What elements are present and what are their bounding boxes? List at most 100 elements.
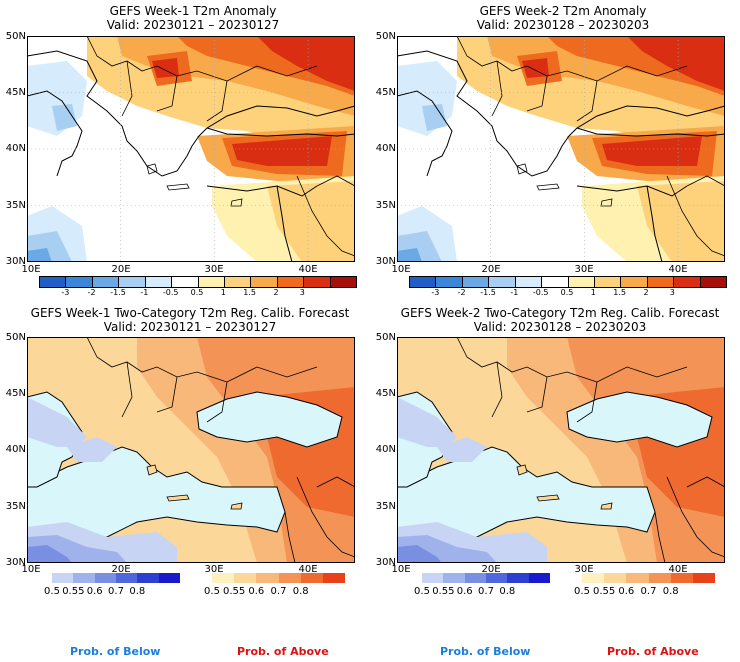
colorbar-swatch [593,277,621,287]
colorbar-swatch [115,573,138,583]
x-tick: 10E [21,264,41,275]
colorbar-label: 0.5 [574,586,590,597]
black-sea [566,391,713,448]
colorbar-swatch [94,573,116,583]
colorbar-label: 3 [299,288,305,297]
colorbar-swatch [528,573,550,583]
colorbar-label: 0.8 [499,586,516,597]
y-tick: 45N [5,87,26,98]
panel4-map [397,337,725,563]
x-tick: 40E [298,264,318,275]
y-tick: 35N [375,501,396,512]
colorbar-swatch [171,277,198,287]
colorbar-label: -2 [457,288,466,297]
y-tick: 30N [375,557,396,568]
panel1-map [27,36,355,262]
prob-below-colorbar [52,573,180,583]
panel2-map [397,36,725,262]
colorbar-swatch [620,277,647,287]
colorbar-label: 1 [220,288,226,297]
panel2-title: GEFS Week-2 T2m Anomaly [479,4,647,18]
y-tick: 40N [375,444,396,455]
colorbar-swatch [582,573,605,583]
colorbar-swatch [507,573,529,583]
colorbar-label: 0.7 [108,586,124,597]
colorbar-label: 0.55 [223,586,246,597]
x-tick: 10E [21,564,41,575]
black-sea [196,391,343,448]
y-tick: 30N [375,256,396,267]
colorbar-label: 0.7 [478,586,494,597]
prob-above-legend: Prob. of Above [237,645,329,658]
colorbar-swatch [461,277,489,287]
x-tick: 40E [298,564,318,575]
colorbar-label: 0.7 [270,586,287,597]
colorbar-swatch [673,277,700,287]
panel1-title: GEFS Week-1 T2m Anomaly [109,4,277,18]
colorbar-swatch [212,573,235,583]
colorbar-label: 0.6 [456,586,473,597]
colorbar-label: 0.5 [560,288,574,297]
y-tick: 40N [5,444,26,455]
y-tick: 40N [5,143,26,154]
prob-below-legend: Prob. of Below [70,645,161,658]
colorbar-swatch [329,277,357,287]
colorbar-swatch [322,573,346,583]
colorbar-label: -0.5 [532,288,549,297]
colorbar-label: 0.6 [86,586,103,597]
colorbar-swatch [410,277,436,287]
colorbar-swatch [65,277,92,287]
colorbar-label: 2 [643,288,649,297]
panel4-title: GEFS Week-2 Two-Category T2m Reg. Calib.… [400,306,720,320]
colorbar-label: -1 [140,288,149,297]
colorbar-swatch [278,573,301,583]
colorbar-label: 0.8 [129,586,146,597]
colorbar-label: 2 [273,288,279,297]
colorbar-label: 0.8 [662,586,679,597]
colorbar-label: 0.55 [432,586,455,597]
panel3-map [27,337,355,563]
y-tick: 35N [375,200,396,211]
colorbar-swatch [692,573,716,583]
colorbar-swatch [443,573,465,583]
y-tick: 50N [375,31,396,42]
colorbar-label: 1 [590,288,596,297]
colorbar-label: 0.5 [414,586,430,597]
colorbar-label: 0.8 [292,586,309,597]
prob-above-colorbar [582,573,716,583]
colorbar-swatch [541,277,568,287]
colorbar-swatch [300,573,323,583]
x-tick: 20E [481,264,501,275]
colorbar-swatch [91,277,119,287]
colorbar-swatch [567,277,594,287]
colorbar-swatch [648,573,671,583]
prob-below-legend: Prob. of Below [440,645,531,658]
y-tick: 30N [5,557,26,568]
y-tick: 50N [375,332,396,343]
colorbar-swatch [464,573,486,583]
x-tick: 20E [111,264,131,275]
coastline [397,50,578,177]
colorbar-label: 0.7 [640,586,657,597]
panel3-valid: Valid: 20230121 – 20230127 [103,320,277,334]
colorbar-label: 0.55 [62,586,85,597]
colorbar-label: 0.5 [44,586,60,597]
colorbar-swatch [158,573,180,583]
anomaly-colorbar [39,276,357,288]
colorbar-swatch [435,277,462,287]
colorbar-label: 0.6 [618,586,635,597]
colorbar-swatch [256,573,279,583]
y-tick: 35N [5,501,26,512]
colorbar-swatch [73,573,95,583]
colorbar-swatch [485,573,508,583]
colorbar-swatch [223,277,251,287]
colorbar-label: -1 [510,288,519,297]
colorbar-swatch [144,277,172,287]
colorbar-swatch [514,277,542,287]
y-tick: 45N [5,388,26,399]
colorbar-label: 0.6 [248,586,265,597]
colorbar-swatch [646,277,674,287]
colorbar-label: 0.5 [190,288,204,297]
prob-above-legend: Prob. of Above [607,645,699,658]
x-tick: 30E [204,264,224,275]
